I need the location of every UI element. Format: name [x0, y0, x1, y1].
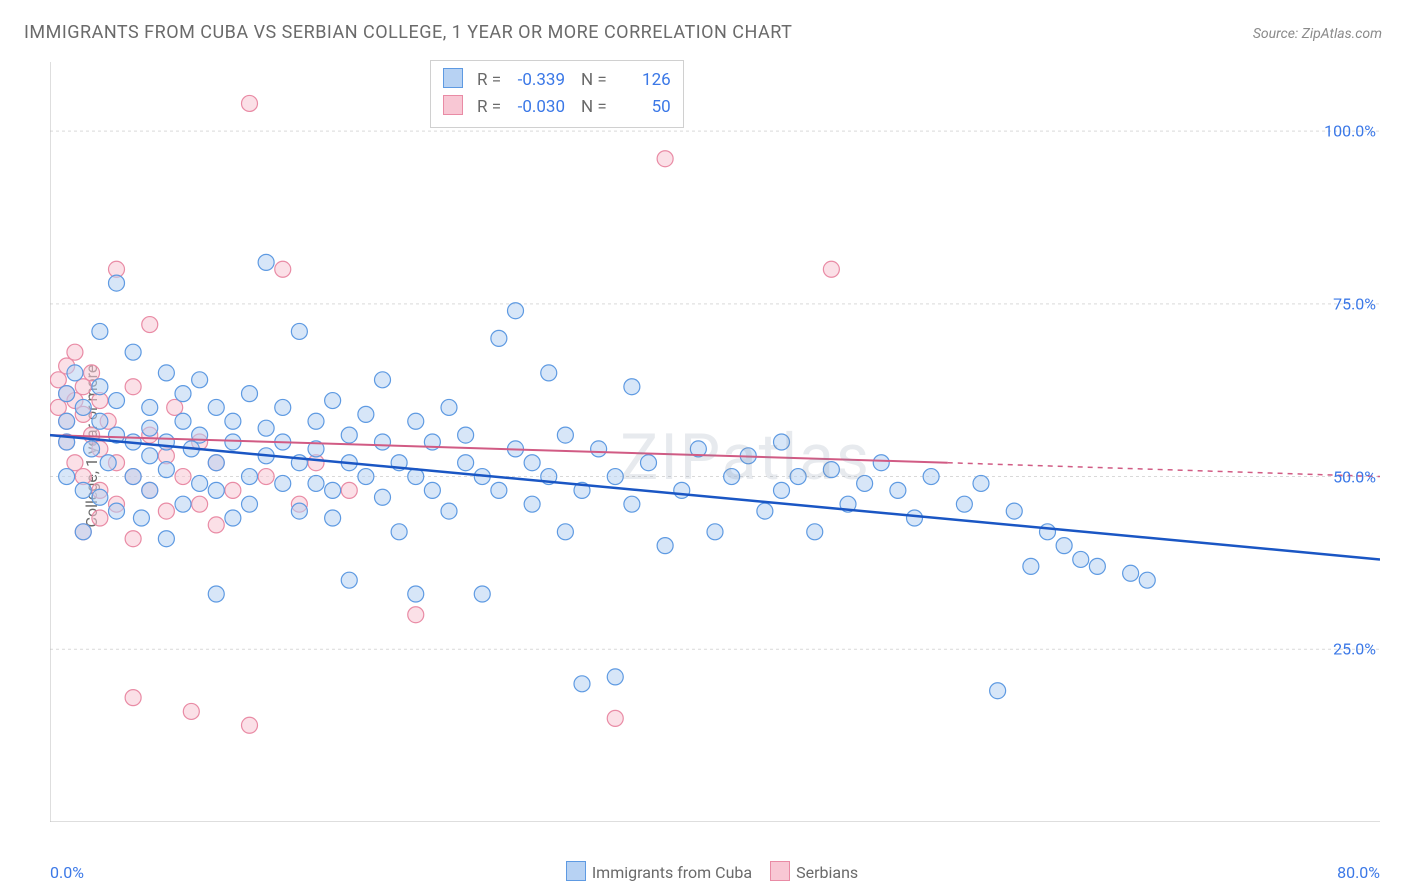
legend-r-key: R =	[477, 97, 501, 117]
bottom-swatch-cuba	[566, 861, 586, 881]
correlation-legend-box: R =-0.339 N =126 R =-0.030 N =50	[430, 60, 684, 128]
legend-n-key: N =	[581, 97, 607, 117]
legend-n-val-serbian: 50	[611, 94, 671, 121]
legend-swatch-serbian	[443, 95, 463, 115]
bottom-label-serbian: Serbians	[796, 863, 858, 882]
legend-r-val-serbian: -0.030	[505, 94, 565, 121]
scatter-plot	[50, 62, 1380, 822]
legend-r-key: R =	[477, 70, 501, 90]
legend-row-serbian: R =-0.030 N =50	[443, 94, 671, 121]
legend-n-val-cuba: 126	[611, 67, 671, 94]
chart-source: Source: ZipAtlas.com	[1253, 26, 1382, 42]
y-tick-label: 100.0%	[1324, 122, 1376, 141]
series-legend: Immigrants from Cuba Serbians	[0, 861, 1406, 882]
bottom-label-cuba: Immigrants from Cuba	[592, 863, 752, 882]
chart-header: IMMIGRANTS FROM CUBA VS SERBIAN COLLEGE,…	[24, 22, 1382, 43]
legend-n-key: N =	[581, 70, 607, 90]
y-tick-label: 25.0%	[1333, 640, 1376, 659]
legend-r-val-cuba: -0.339	[505, 67, 565, 94]
legend-swatch-cuba	[443, 68, 463, 88]
legend-row-cuba: R =-0.339 N =126	[443, 67, 671, 94]
bottom-swatch-serbian	[770, 861, 790, 881]
chart-title: IMMIGRANTS FROM CUBA VS SERBIAN COLLEGE,…	[24, 22, 792, 43]
y-tick-label: 50.0%	[1333, 467, 1376, 486]
plot-svg	[50, 62, 1380, 822]
y-tick-label: 75.0%	[1333, 294, 1376, 313]
